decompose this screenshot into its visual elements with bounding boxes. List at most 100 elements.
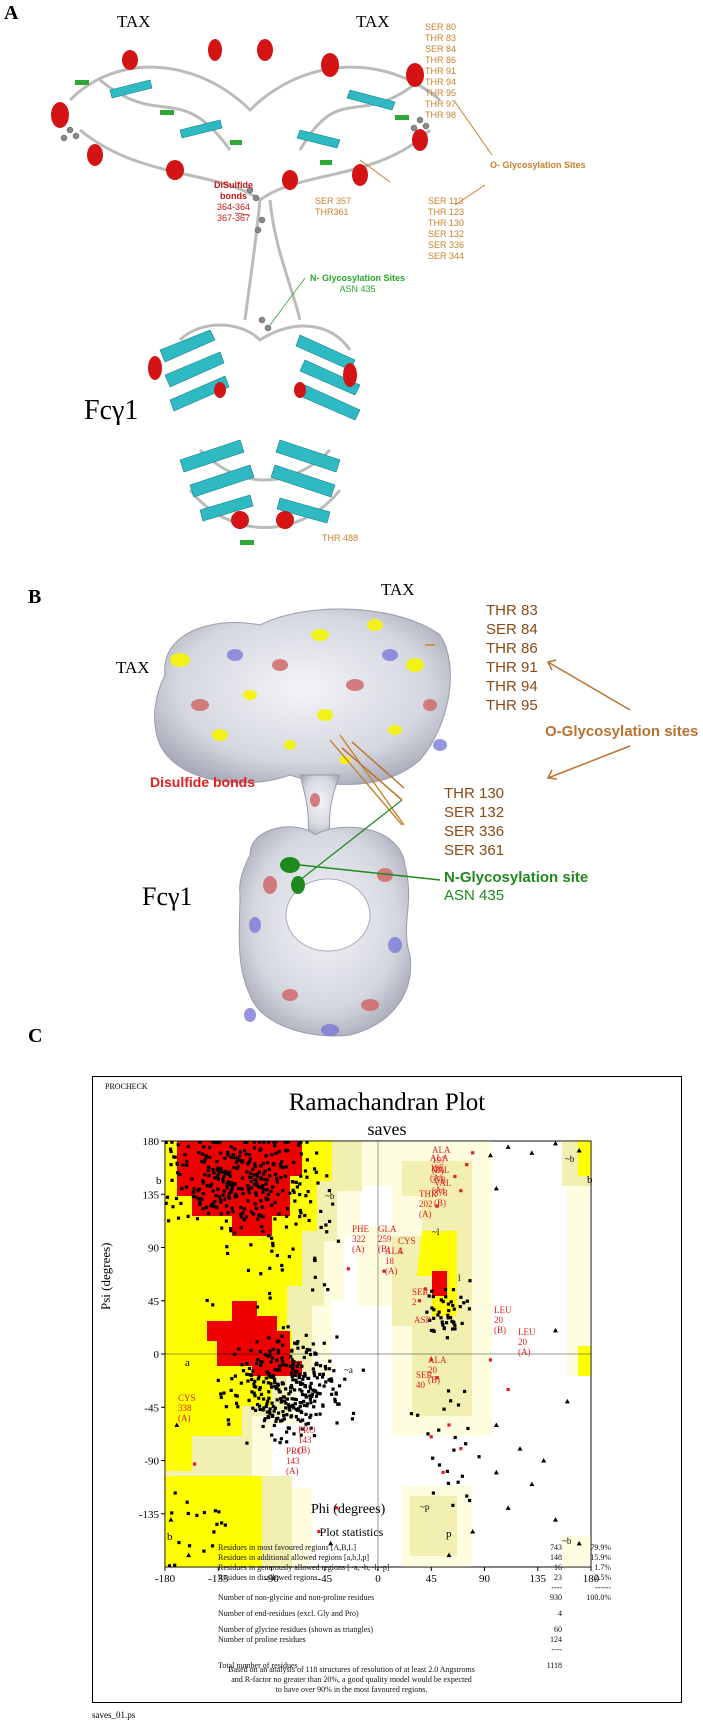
residue-point xyxy=(298,1182,302,1186)
residue-point xyxy=(247,1152,251,1157)
residue-point xyxy=(287,1254,291,1259)
residue-point xyxy=(262,1406,266,1410)
residue-point xyxy=(217,1195,222,1199)
residue-point xyxy=(259,1272,263,1276)
glycine-triangle xyxy=(505,1144,511,1149)
residue-point xyxy=(313,1275,317,1279)
residue-point xyxy=(488,1358,493,1362)
residue-point xyxy=(425,1310,429,1314)
residue-point xyxy=(296,1340,300,1344)
x-axis-label: Phi (degrees) xyxy=(311,1502,386,1517)
residue-point xyxy=(332,1369,336,1373)
residue-point xyxy=(203,1158,207,1162)
residue-point xyxy=(284,1387,288,1391)
residue-point xyxy=(243,1140,247,1144)
residue-point xyxy=(299,1419,303,1423)
residue-point xyxy=(245,1361,249,1366)
residue-point xyxy=(325,1174,329,1178)
residue-point xyxy=(239,1213,243,1217)
residue-point xyxy=(244,1152,248,1156)
stats-row: ---- ------ xyxy=(218,1583,615,1593)
residue-point xyxy=(218,1140,222,1144)
residue-point xyxy=(361,1368,365,1372)
x-tick-label: -180 xyxy=(155,1573,176,1585)
residue-point xyxy=(308,1384,312,1388)
residue-point xyxy=(216,1177,220,1181)
residue-point xyxy=(254,1193,258,1197)
residue-point xyxy=(293,1402,297,1406)
residue-point xyxy=(238,1154,242,1158)
y-tick-label: 45 xyxy=(148,1296,160,1308)
residue-point xyxy=(282,1399,287,1403)
residue-point xyxy=(201,1207,205,1211)
residue-point xyxy=(239,1215,244,1219)
residue-point xyxy=(186,1144,190,1149)
residue-point xyxy=(299,1382,303,1387)
residue-point xyxy=(314,1352,318,1356)
glycine-triangle xyxy=(576,1147,582,1153)
residue-point xyxy=(244,1215,249,1219)
residue-point xyxy=(313,1256,317,1260)
residue-point xyxy=(215,1168,219,1172)
residue-point xyxy=(271,1347,275,1352)
residue-point xyxy=(445,1336,449,1340)
residue-point xyxy=(312,1371,316,1375)
residue-point xyxy=(257,1396,261,1400)
residue-point xyxy=(248,1171,253,1175)
panel-c-label: C xyxy=(28,1025,43,1047)
residue-point xyxy=(237,1186,241,1191)
residue-point xyxy=(308,1387,313,1391)
residue-point xyxy=(447,1423,451,1427)
residue-point xyxy=(225,1182,229,1187)
stats-title: Plot statistics xyxy=(319,1525,384,1539)
residue-point xyxy=(253,1182,257,1187)
residue-point xyxy=(430,1306,434,1310)
residue-point xyxy=(239,1225,243,1230)
residue-point xyxy=(439,1316,443,1320)
stats-pct xyxy=(566,1645,615,1655)
residue-point xyxy=(296,1417,300,1422)
residue-point xyxy=(257,1387,262,1392)
residue-point xyxy=(228,1226,233,1231)
residue-point xyxy=(453,1174,457,1179)
residue-point xyxy=(318,1392,322,1396)
residue-point xyxy=(314,1412,318,1417)
residue-point xyxy=(273,1200,277,1205)
residue-point xyxy=(448,1316,453,1320)
residue-point xyxy=(197,1187,202,1191)
residue-point xyxy=(441,1300,445,1304)
x-tick-label: -90 xyxy=(264,1573,279,1585)
residue-point xyxy=(219,1200,223,1204)
residue-point xyxy=(280,1263,284,1268)
region-label: ~a xyxy=(344,1365,353,1375)
residue-point xyxy=(300,1389,304,1393)
residue-point xyxy=(237,1347,241,1351)
residue-point xyxy=(221,1177,225,1182)
residue-point xyxy=(310,1394,314,1399)
residue-point xyxy=(284,1363,288,1367)
stats-label: Residues in disallowed regions xyxy=(218,1573,318,1582)
residue-point xyxy=(298,1192,302,1197)
residue-point xyxy=(335,1335,339,1339)
residue-point xyxy=(191,1194,196,1198)
residue-point xyxy=(242,1148,247,1153)
residue-point xyxy=(446,1389,451,1393)
residue-point xyxy=(446,1313,450,1317)
region-label: ~b xyxy=(565,1154,575,1164)
residue-point xyxy=(267,1291,272,1296)
residue-point xyxy=(259,1392,264,1397)
residue-point xyxy=(261,1408,265,1412)
residue-point xyxy=(319,1209,323,1214)
residue-point xyxy=(277,1339,281,1343)
residue-point xyxy=(260,1185,264,1190)
residue-point xyxy=(212,1176,217,1180)
residue-point xyxy=(257,1404,262,1408)
o-site: SER 84 xyxy=(425,44,457,54)
residue-point xyxy=(215,1175,220,1179)
residue-point xyxy=(441,1470,445,1474)
residue-point xyxy=(253,1379,257,1384)
residue-point xyxy=(278,1364,282,1368)
residue-point xyxy=(263,1178,267,1182)
o-site: THR 130 xyxy=(428,218,465,228)
residue-point xyxy=(270,1153,274,1157)
